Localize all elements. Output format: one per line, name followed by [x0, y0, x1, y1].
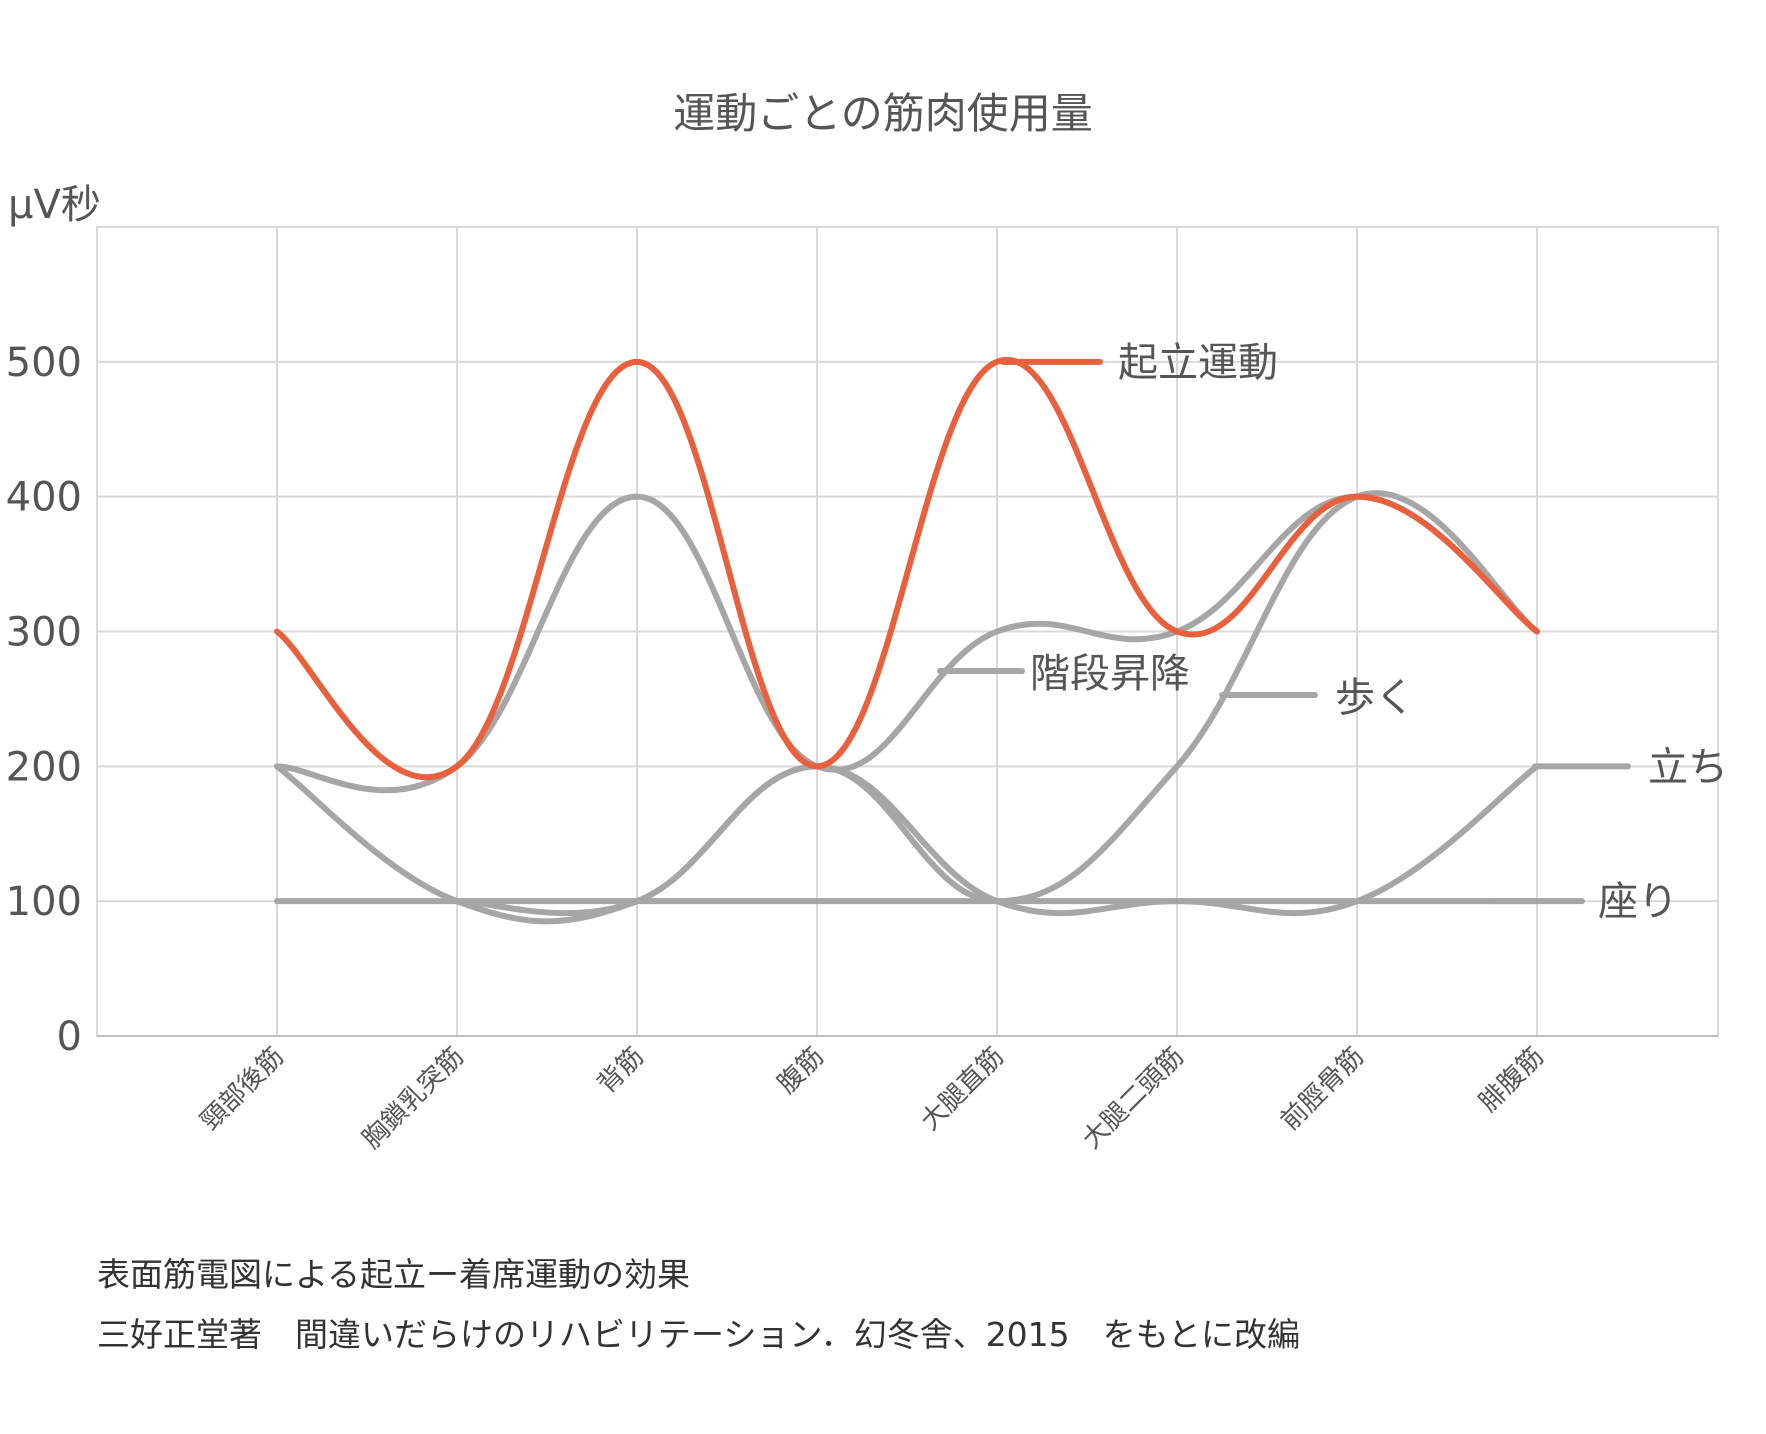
y-axis-label: μV秒 — [8, 182, 101, 228]
y-tick-label: 300 — [6, 610, 82, 656]
x-tick-label: 背筋 — [592, 1042, 650, 1100]
series-lines — [274, 356, 1540, 925]
series-label: 階段昇降 — [1030, 651, 1190, 697]
series-label: 座り — [1598, 879, 1678, 925]
series-label: 歩く — [1335, 675, 1415, 721]
y-tick-label: 0 — [57, 1014, 82, 1060]
x-tick-label: 大腿直筋 — [915, 1042, 1010, 1137]
x-tick-label: 頸部後筋 — [195, 1042, 290, 1137]
y-tick-label: 400 — [6, 475, 82, 521]
y-tick-label: 500 — [6, 340, 82, 386]
series-label: 立ち — [1648, 744, 1728, 790]
x-tick-label: 大腿二頭筋 — [1077, 1042, 1190, 1155]
series-line-1 — [274, 493, 1540, 794]
x-tick-label: 腹筋 — [772, 1042, 830, 1100]
caption-line-2: 三好正堂著 間違いだらけのリハビリテーション．幻冬舎、2015 をもとに改編 — [97, 1315, 1301, 1354]
chart: 運動ごとの筋肉使用量 μV秒 0 100 200 300 400 500 頸部後筋 胸鎖乳突… — [6, 89, 1728, 1155]
x-tick-label: 胸鎖乳突筋 — [357, 1042, 470, 1155]
y-tick-label: 200 — [6, 744, 82, 790]
series-line-0 — [274, 356, 1540, 780]
chart-title: 運動ごとの筋肉使用量 — [673, 89, 1093, 138]
series-line-2 — [274, 490, 1540, 925]
x-tick-label: 前脛骨筋 — [1275, 1042, 1370, 1137]
caption-line-1: 表面筋電図による起立ー着席運動の効果 — [97, 1255, 691, 1294]
y-tick-label: 100 — [6, 879, 82, 925]
x-tick-label: 腓腹筋 — [1474, 1042, 1550, 1118]
x-ticks: 頸部後筋 胸鎖乳突筋 背筋 腹筋 大腿直筋 大腿二頭筋 前脛骨筋 腓腹筋 — [195, 1042, 1550, 1155]
y-ticks: 0 100 200 300 400 500 — [6, 340, 82, 1060]
series-label: 起立運動 — [1118, 340, 1278, 386]
grid — [96, 226, 1719, 1037]
